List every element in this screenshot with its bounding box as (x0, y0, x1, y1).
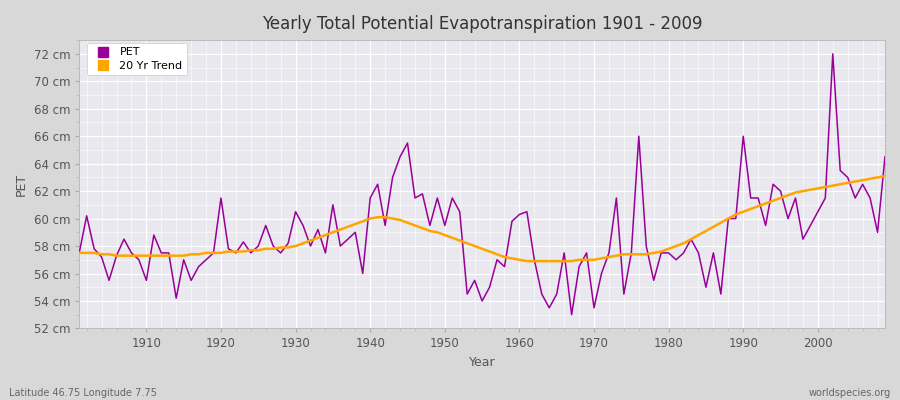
Y-axis label: PET: PET (15, 173, 28, 196)
Text: Latitude 46.75 Longitude 7.75: Latitude 46.75 Longitude 7.75 (9, 388, 157, 398)
Legend: PET, 20 Yr Trend: PET, 20 Yr Trend (87, 43, 187, 75)
X-axis label: Year: Year (469, 356, 495, 369)
Text: worldspecies.org: worldspecies.org (809, 388, 891, 398)
Title: Yearly Total Potential Evapotranspiration 1901 - 2009: Yearly Total Potential Evapotranspiratio… (262, 15, 702, 33)
